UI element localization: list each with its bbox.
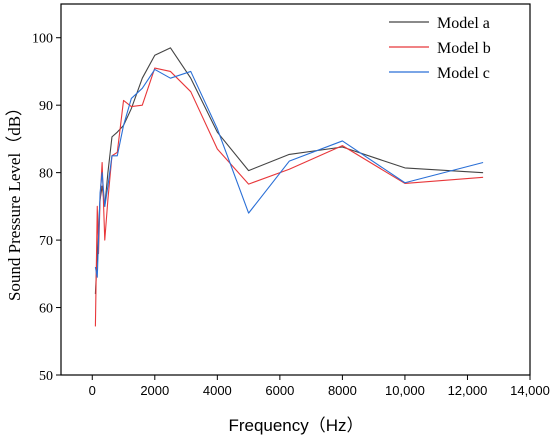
x-tick-label: 6000 <box>265 383 294 398</box>
y-axis-ticks: 50 60 70 80 90 100 <box>32 32 61 384</box>
x-tick-label: 2000 <box>140 383 169 398</box>
y-tick-label: 60 <box>39 302 53 317</box>
legend-label: Model b <box>437 40 491 57</box>
series-line-model-c <box>94 68 484 278</box>
y-tick-label: 100 <box>32 32 53 47</box>
series-layer <box>94 47 484 327</box>
y-tick-label: 90 <box>39 99 53 114</box>
y-tick-label: 70 <box>39 234 53 249</box>
y-axis-title: Sound Pressure Level（dB） <box>5 99 24 301</box>
x-axis-title: Frequency（Hz） <box>228 416 363 435</box>
legend-label: Model c <box>437 65 490 82</box>
x-tick-label: 14,000 <box>510 383 550 398</box>
x-tick-label: 0 <box>89 383 96 398</box>
x-axis-ticks: 0 2000 4000 6000 8000 10,000 12,000 14,000 <box>89 375 550 398</box>
legend: Model a Model b Model c <box>389 15 491 82</box>
y-tick-label: 50 <box>39 369 53 384</box>
series-line-model-b <box>94 67 484 327</box>
x-tick-label: 12,000 <box>448 383 488 398</box>
y-tick-label: 80 <box>39 167 53 182</box>
x-tick-label: 8000 <box>328 383 357 398</box>
series-line-model-a <box>94 47 484 295</box>
x-tick-label: 10,000 <box>385 383 425 398</box>
legend-label: Model a <box>437 15 490 32</box>
x-tick-label: 4000 <box>203 383 232 398</box>
plot-frame <box>60 3 531 376</box>
